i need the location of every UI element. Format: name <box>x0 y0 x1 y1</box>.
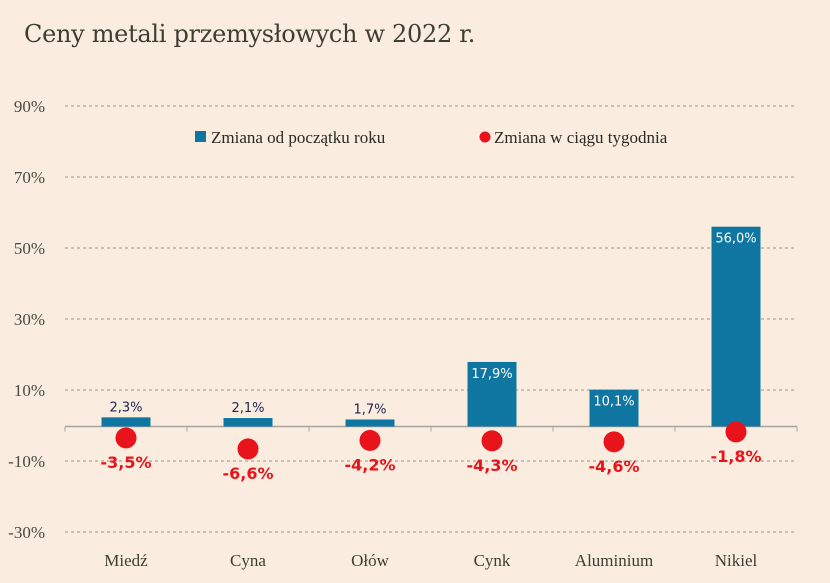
x-tick-label: Ołów <box>351 551 390 570</box>
y-axis-ticks: 90% 70% 50% 30% 10% -10% -30% <box>8 97 45 542</box>
bar-aluminium <box>589 389 639 427</box>
dot-cynk <box>481 430 503 452</box>
legend-bar-swatch <box>195 131 206 142</box>
chart-title: Ceny metali przemysłowych w 2022 r. <box>24 20 476 48</box>
bar-nikiel <box>711 226 761 427</box>
dots: -3,5% -6,6% -4,2% -4,3% -4,6% -1,8% <box>100 421 762 483</box>
bar-cyna <box>223 418 273 427</box>
legend-bar-label: Zmiana od początku roku <box>211 128 386 147</box>
x-axis-labels: Miedź Cyna Ołów Cynk Aluminium Nikiel <box>104 551 757 570</box>
y-tick-label: 70% <box>14 168 45 187</box>
bar-ołów <box>345 419 395 427</box>
bar-cynk <box>467 361 517 427</box>
x-tick-label: Miedź <box>104 551 148 570</box>
dot-cyna <box>237 438 259 460</box>
bar-data-label: 2,1% <box>231 401 264 416</box>
y-tick-label: 10% <box>14 381 45 400</box>
bar-data-label: 10,1% <box>593 395 634 410</box>
legend-dot-swatch <box>479 131 491 143</box>
grid-lines <box>65 105 797 533</box>
bar-data-label: 1,7% <box>353 402 386 417</box>
dot-miedź <box>115 427 137 449</box>
dot-data-label: -4,2% <box>344 455 395 474</box>
legend: Zmiana od początku roku Zmiana w ciągu t… <box>195 128 668 147</box>
x-tick-label: Cynk <box>474 551 511 570</box>
bar-data-label: 17,9% <box>471 367 512 382</box>
y-tick-label: -10% <box>8 452 45 471</box>
dot-data-label: -6,6% <box>222 464 273 483</box>
dot-aluminium <box>603 431 625 453</box>
bars: 2,3% 2,1% 1,7% 17,9% 10,1% 56,0% <box>101 226 761 427</box>
dot-data-label: -3,5% <box>100 453 151 472</box>
x-tick-label: Aluminium <box>575 551 653 570</box>
x-axis <box>64 425 798 432</box>
dot-ołów <box>359 429 381 451</box>
legend-dot-label: Zmiana w ciągu tygodnia <box>494 128 668 147</box>
bar-data-label: 56,0% <box>715 232 756 247</box>
y-tick-label: -30% <box>8 523 45 542</box>
dot-data-label: -4,3% <box>466 456 517 475</box>
dot-data-label: -4,6% <box>588 457 639 476</box>
y-tick-label: 30% <box>14 310 45 329</box>
dot-nikiel <box>725 421 747 443</box>
y-tick-label: 90% <box>14 97 45 116</box>
dot-data-label: -1,8% <box>710 447 761 466</box>
x-tick-label: Cyna <box>230 551 266 570</box>
y-tick-label: 50% <box>14 239 45 258</box>
bar-data-label: 2,3% <box>109 400 142 415</box>
x-tick-label: Nikiel <box>715 551 758 570</box>
bar-miedź <box>101 417 151 427</box>
